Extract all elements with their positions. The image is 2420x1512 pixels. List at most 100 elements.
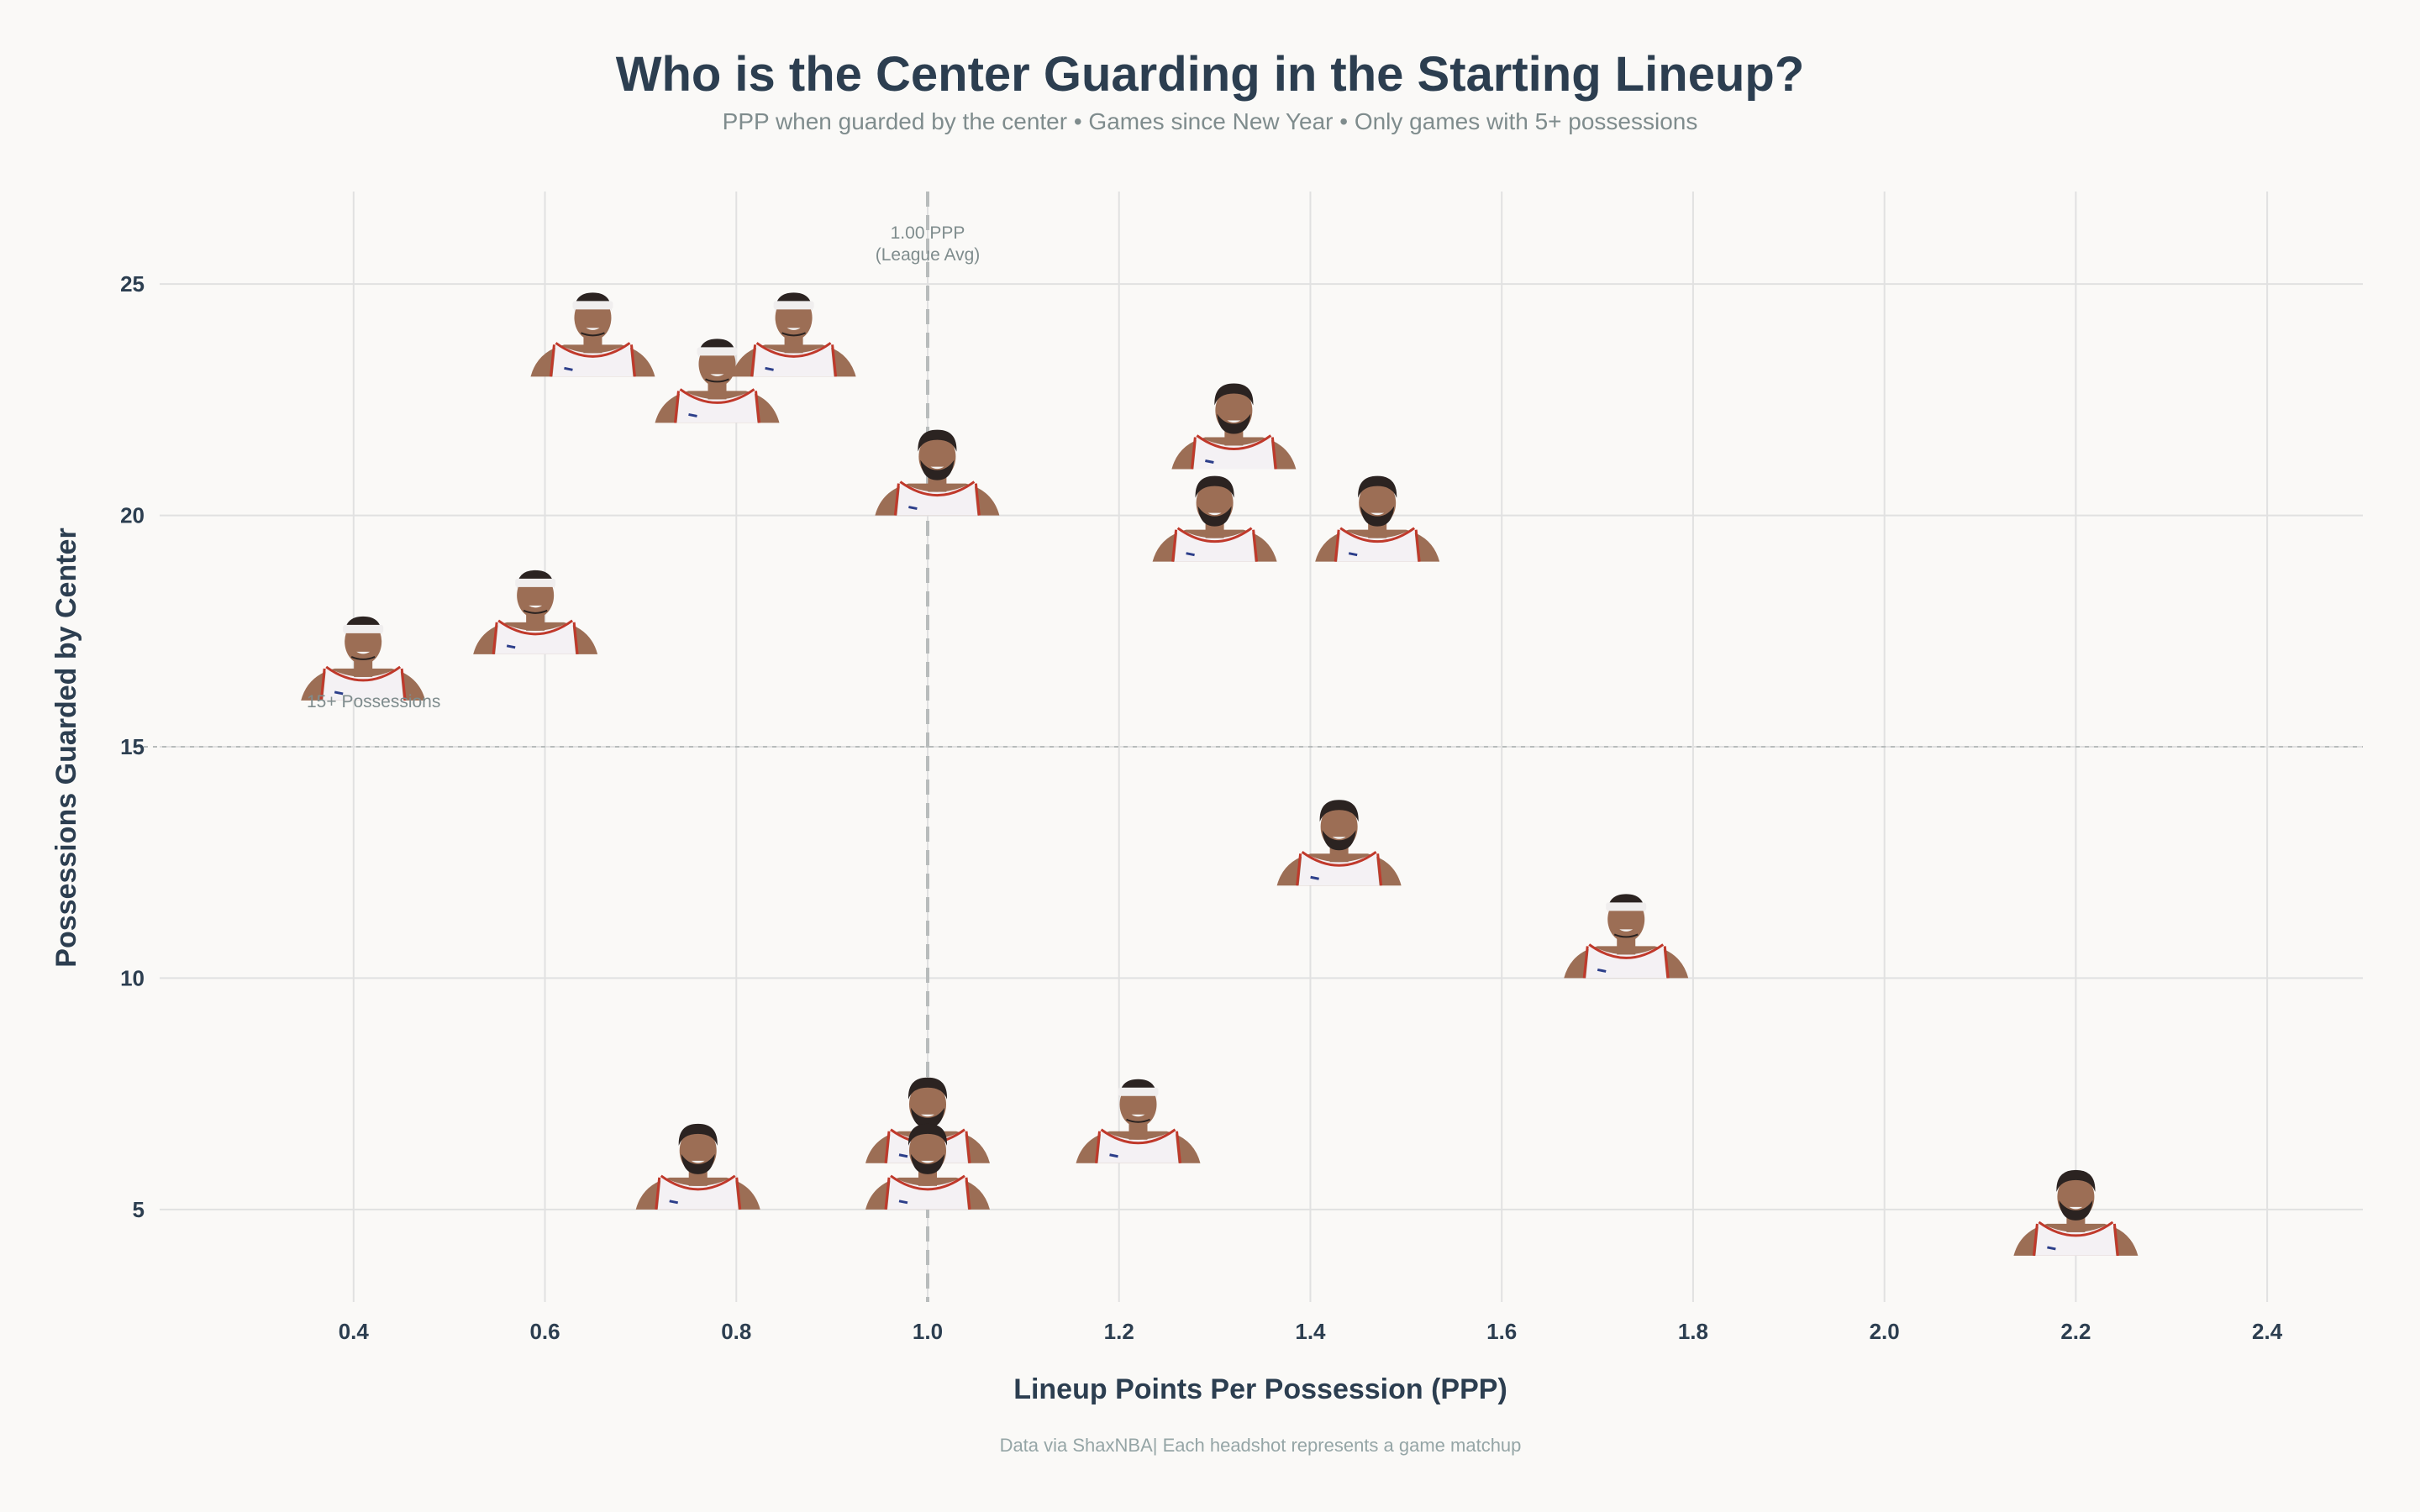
jersey-trim-right bbox=[1176, 1131, 1181, 1163]
smile-shape bbox=[786, 328, 801, 330]
y-tick-label: 5 bbox=[133, 1197, 145, 1222]
stubble-shape bbox=[1613, 933, 1639, 938]
smile-shape bbox=[1227, 420, 1241, 423]
beard-shape bbox=[1217, 413, 1251, 434]
y-tick-label: 20 bbox=[120, 503, 145, 528]
jersey-trim-left bbox=[1190, 437, 1197, 470]
jersey-trim-left bbox=[492, 622, 498, 654]
headband-shape bbox=[1118, 1087, 1159, 1096]
beard-shape bbox=[920, 459, 955, 480]
jersey-trim-right bbox=[1663, 946, 1670, 979]
x-tick-label: 0.8 bbox=[721, 1319, 751, 1344]
jersey-collar bbox=[1301, 851, 1377, 867]
jersey-logo bbox=[688, 412, 697, 417]
jersey-trim-left bbox=[750, 344, 757, 377]
hair-shape bbox=[1214, 383, 1254, 406]
neck-shape bbox=[784, 336, 803, 354]
stubble-shape bbox=[781, 332, 806, 337]
jersey-collar bbox=[1588, 943, 1665, 959]
jersey-collar bbox=[679, 388, 755, 404]
neck-shape bbox=[583, 336, 602, 354]
headband-shape bbox=[1606, 902, 1647, 911]
jersey-logo bbox=[506, 644, 516, 649]
jersey-trim-right bbox=[974, 483, 981, 516]
neck-shape bbox=[708, 382, 727, 400]
jersey-logo bbox=[1109, 1153, 1118, 1158]
jersey-trim-left bbox=[655, 1177, 661, 1210]
jersey-logo bbox=[1597, 968, 1607, 973]
beard-shape bbox=[681, 1153, 715, 1174]
smile-shape bbox=[586, 328, 600, 330]
jersey-collar bbox=[1339, 527, 1416, 543]
hair-shape bbox=[1358, 475, 1397, 498]
league-average-label: 1.00 PPP bbox=[891, 223, 965, 243]
jersey-trim-left bbox=[1582, 946, 1589, 979]
smile-shape bbox=[691, 1160, 705, 1163]
headshot-marker bbox=[301, 616, 426, 701]
headshot-marker bbox=[635, 1123, 760, 1210]
neck-shape bbox=[1128, 1122, 1148, 1140]
jersey-trim-left bbox=[319, 668, 326, 701]
beard-shape bbox=[2059, 1200, 2093, 1221]
headshot-marker bbox=[655, 339, 780, 423]
jersey-collar bbox=[1196, 434, 1272, 451]
jersey-trim-right bbox=[1270, 437, 1277, 470]
jersey-trim-right bbox=[1376, 853, 1383, 886]
jersey-trim-right bbox=[965, 1177, 971, 1210]
hair-shape bbox=[1195, 475, 1234, 498]
jersey-trim-right bbox=[965, 1131, 971, 1163]
headshot-marker bbox=[530, 292, 655, 377]
smile-shape bbox=[529, 605, 543, 608]
jersey-trim-right bbox=[735, 1177, 742, 1210]
headband-shape bbox=[343, 624, 384, 633]
stubble-shape bbox=[350, 655, 376, 660]
jersey-logo bbox=[1205, 459, 1214, 464]
headshot-marker bbox=[1315, 475, 1440, 562]
x-tick-label: 0.4 bbox=[339, 1319, 370, 1344]
y-axis-title: Possessions Guarded by Center bbox=[50, 528, 82, 967]
smile-shape bbox=[1207, 512, 1222, 516]
x-tick-label: 1.6 bbox=[1486, 1319, 1517, 1344]
smile-shape bbox=[921, 1160, 934, 1163]
jersey-collar bbox=[890, 1174, 965, 1191]
jersey-collar bbox=[755, 342, 832, 358]
smile-shape bbox=[1332, 837, 1346, 839]
smile-shape bbox=[1131, 1114, 1145, 1117]
jersey-collar bbox=[1100, 1128, 1176, 1145]
stubble-shape bbox=[1126, 1118, 1150, 1123]
x-tick-label: 1.2 bbox=[1104, 1319, 1134, 1344]
jersey-logo bbox=[898, 1153, 908, 1158]
jersey-collar bbox=[325, 665, 402, 682]
beard-shape bbox=[1360, 506, 1395, 527]
beard-shape bbox=[1197, 506, 1232, 527]
jersey-trim-left bbox=[1334, 529, 1340, 562]
jersey-trim-left bbox=[674, 391, 680, 423]
headshot-marker bbox=[875, 429, 1000, 516]
stubble-shape bbox=[705, 378, 729, 383]
jersey-logo bbox=[2047, 1246, 2056, 1251]
headband-shape bbox=[515, 578, 556, 587]
headshot-marker bbox=[865, 1123, 990, 1210]
jersey-trim-left bbox=[1095, 1131, 1101, 1163]
headshot-marker bbox=[731, 292, 856, 377]
beard-shape bbox=[1322, 830, 1356, 851]
jersey-logo bbox=[1348, 552, 1358, 557]
smile-shape bbox=[1619, 929, 1634, 932]
hair-shape bbox=[908, 1077, 948, 1100]
smile-shape bbox=[2069, 1206, 2083, 1210]
jersey-logo bbox=[898, 1200, 908, 1205]
jersey-logo bbox=[1310, 875, 1319, 880]
jersey-trim-right bbox=[400, 668, 407, 701]
headshot-marker bbox=[1076, 1079, 1201, 1163]
beard-shape bbox=[911, 1153, 944, 1174]
stubble-shape bbox=[581, 332, 605, 337]
data-points: 15+ Possessions bbox=[301, 292, 2139, 1257]
x-tick-label: 0.6 bbox=[529, 1319, 560, 1344]
hair-shape bbox=[2056, 1169, 2096, 1192]
headshot-marker bbox=[1276, 800, 1402, 886]
x-tick-label: 2.0 bbox=[1870, 1319, 1900, 1344]
hair-shape bbox=[1319, 800, 1359, 822]
jersey-trim-right bbox=[1414, 529, 1421, 562]
